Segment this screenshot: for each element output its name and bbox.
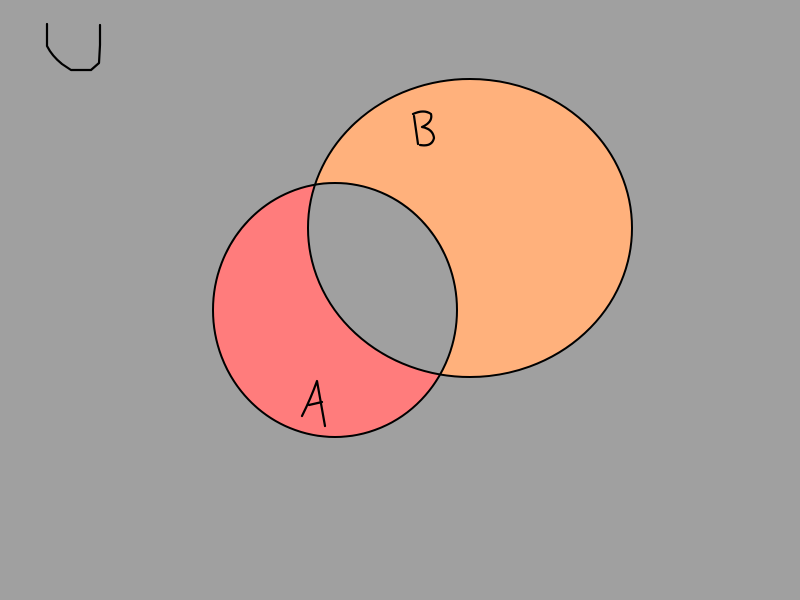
set-a-label-text: A [300,386,328,432]
intersection-region [308,183,457,377]
set-a-outline [212,182,458,438]
universe-label [45,22,102,72]
set-b-label [411,110,436,147]
set-b-label-glyph [411,110,436,147]
set-b-outline [307,78,633,378]
universe-label-text: U [59,22,88,68]
set-a-label-glyph [300,379,327,428]
set-a-label [300,379,327,428]
set-b-label-text: B [412,110,437,151]
universe-label-glyph [45,22,102,72]
